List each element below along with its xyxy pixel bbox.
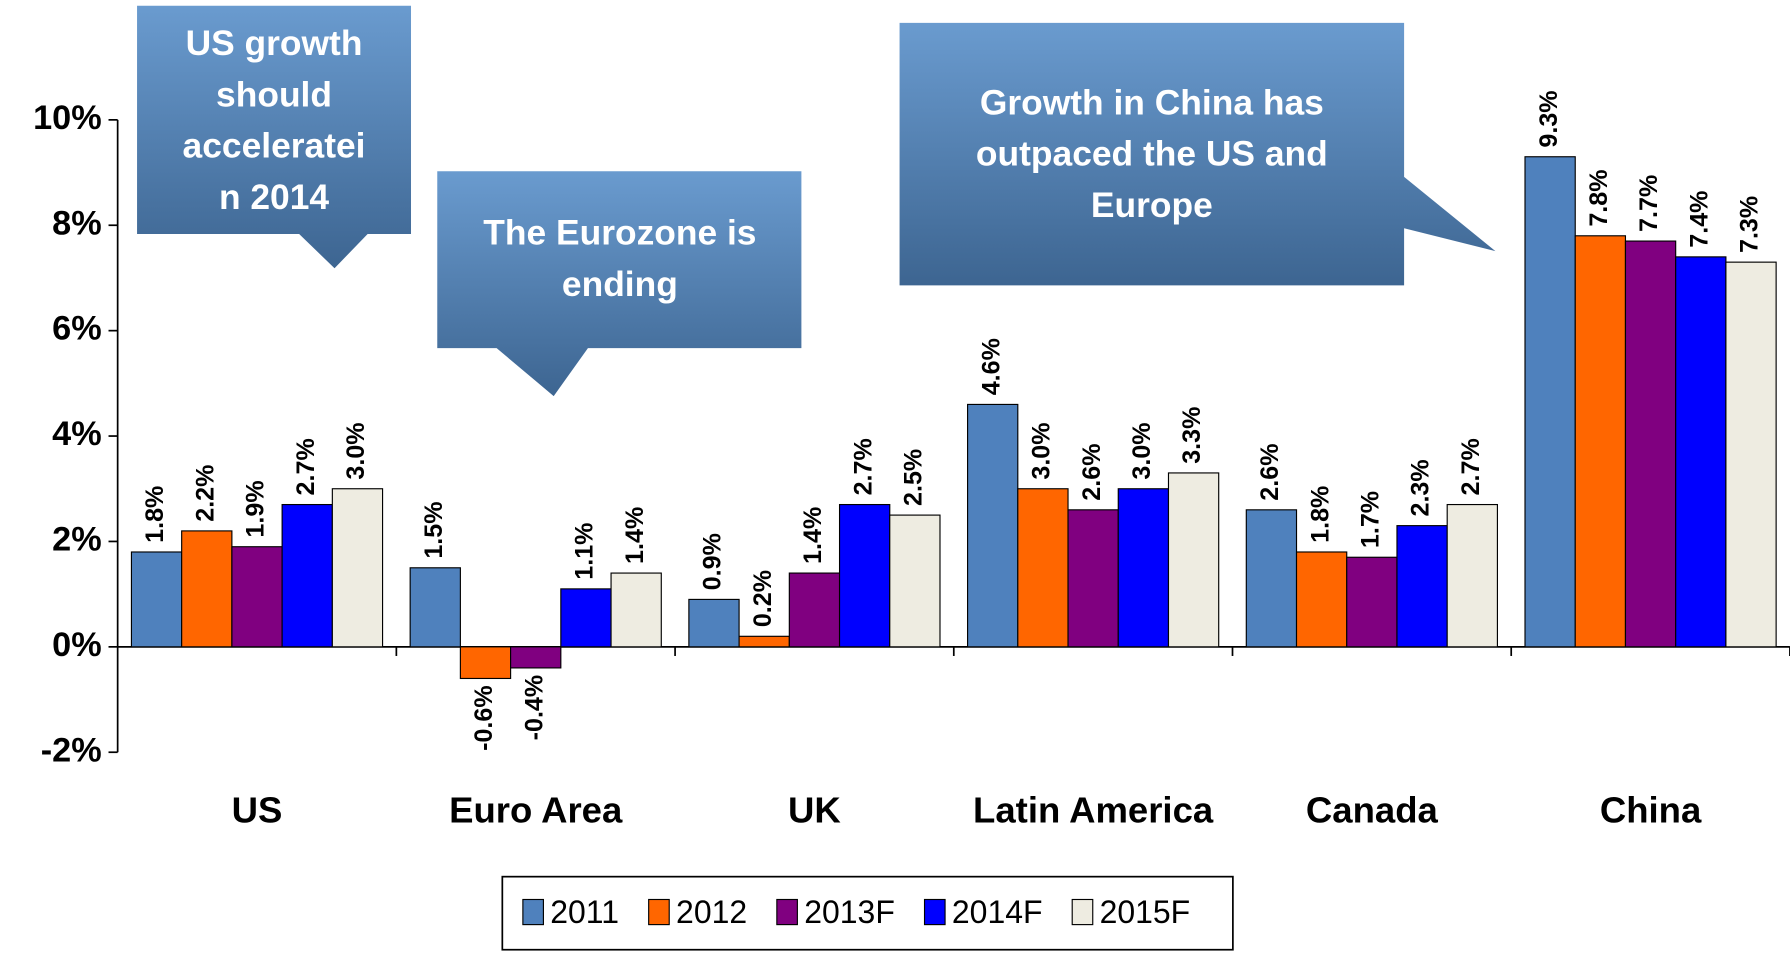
annotation: ending	[562, 265, 678, 304]
legend-label: 2015F	[1100, 894, 1191, 930]
bar	[1346, 556, 1398, 648]
data-label: 7.4%	[1685, 191, 1713, 248]
annotation: Growth in China has	[980, 83, 1324, 122]
bar	[1067, 509, 1119, 648]
data-label: 2.3%	[1407, 459, 1435, 516]
bar	[1396, 525, 1448, 648]
data-label: -0.4%	[520, 675, 548, 741]
annotation: outpaced the US and	[976, 135, 1328, 174]
legend-swatch	[1071, 898, 1094, 926]
legend-label: 2012	[676, 894, 747, 930]
y-tick-label: 10%	[33, 99, 102, 137]
data-label: 2.6%	[1256, 443, 1284, 500]
annotation: n 2014	[219, 178, 329, 217]
bar	[1117, 488, 1170, 648]
bar	[1017, 488, 1069, 648]
bar	[1624, 240, 1677, 648]
data-label: 3.0%	[342, 422, 370, 479]
bar	[610, 572, 662, 648]
data-label: 2.6%	[1078, 443, 1106, 500]
x-tick-label: Euro Area	[449, 789, 623, 830]
data-label: 4.6%	[977, 338, 1005, 395]
annotation: The Eurozone is	[483, 213, 756, 252]
data-label: 1.5%	[420, 501, 448, 558]
bar	[967, 403, 1019, 648]
y-tick-label: 8%	[52, 204, 101, 242]
bar	[688, 598, 740, 648]
legend-label: 2013F	[804, 894, 895, 930]
data-label: 1.1%	[571, 523, 599, 580]
data-label: 7.7%	[1635, 175, 1663, 232]
data-label: 2.7%	[1457, 438, 1485, 495]
data-label: 0.2%	[749, 570, 777, 627]
y-tick-label: 0%	[52, 626, 101, 664]
x-tick-label: UK	[788, 789, 841, 830]
y-tick-label: 4%	[52, 415, 101, 453]
y-tick-label: -2%	[41, 731, 102, 769]
x-tick-label: US	[232, 789, 283, 830]
annotation: acceleratei	[183, 127, 366, 166]
y-tick-label: 6%	[52, 310, 101, 348]
legend-swatch	[648, 898, 670, 926]
data-label: 7.8%	[1585, 169, 1613, 226]
bar	[1167, 472, 1220, 648]
bar	[1446, 503, 1498, 648]
annotation: should	[216, 75, 332, 114]
bar	[459, 646, 512, 680]
bar	[281, 503, 333, 648]
bar	[130, 551, 183, 648]
data-label: 3.3%	[1178, 407, 1206, 464]
legend-swatch	[923, 898, 946, 926]
legend-swatch	[776, 898, 798, 926]
callout-shapes	[137, 5, 1496, 397]
data-label: 1.8%	[141, 486, 169, 543]
data-label: 1.9%	[242, 480, 270, 537]
bar	[1295, 551, 1348, 648]
bar	[1524, 156, 1576, 648]
bar	[1574, 235, 1627, 648]
x-tick-label: China	[1600, 789, 1702, 830]
bar	[738, 635, 790, 648]
bar	[1725, 261, 1777, 648]
legend-label: 2014F	[952, 894, 1043, 930]
legend-swatch	[522, 898, 544, 926]
data-label: 1.4%	[621, 507, 649, 564]
bar	[1245, 509, 1298, 648]
data-label: 0.9%	[699, 533, 727, 590]
data-label: 3.0%	[1128, 422, 1156, 479]
data-label: 2.2%	[191, 465, 219, 522]
data-label: 9.3%	[1535, 90, 1563, 147]
data-label: 7.3%	[1736, 196, 1764, 253]
data-label: 2.7%	[849, 438, 877, 495]
bar	[560, 588, 612, 648]
bar	[1675, 256, 1727, 648]
bar	[331, 488, 384, 648]
data-label: 2.5%	[900, 449, 928, 506]
annotation: Europe	[1091, 186, 1213, 225]
y-tick-label: 2%	[52, 520, 101, 558]
bar	[889, 514, 941, 648]
data-label: 1.7%	[1356, 491, 1384, 548]
data-label: 2.7%	[292, 438, 320, 495]
data-label: 1.8%	[1306, 486, 1334, 543]
x-tick-label: Canada	[1306, 789, 1439, 830]
legend-label: 2011	[550, 894, 619, 930]
bar	[838, 503, 891, 648]
bar	[231, 546, 283, 648]
data-label: -0.6%	[470, 685, 498, 751]
bar	[788, 572, 841, 648]
bar	[181, 530, 233, 648]
bar	[510, 646, 562, 669]
data-label: 3.0%	[1028, 422, 1056, 479]
legend-box	[501, 875, 1234, 951]
annotation: US growth	[186, 24, 363, 63]
bar	[409, 567, 461, 648]
x-tick-label: Latin America	[973, 789, 1214, 830]
data-label: 1.4%	[799, 507, 827, 564]
